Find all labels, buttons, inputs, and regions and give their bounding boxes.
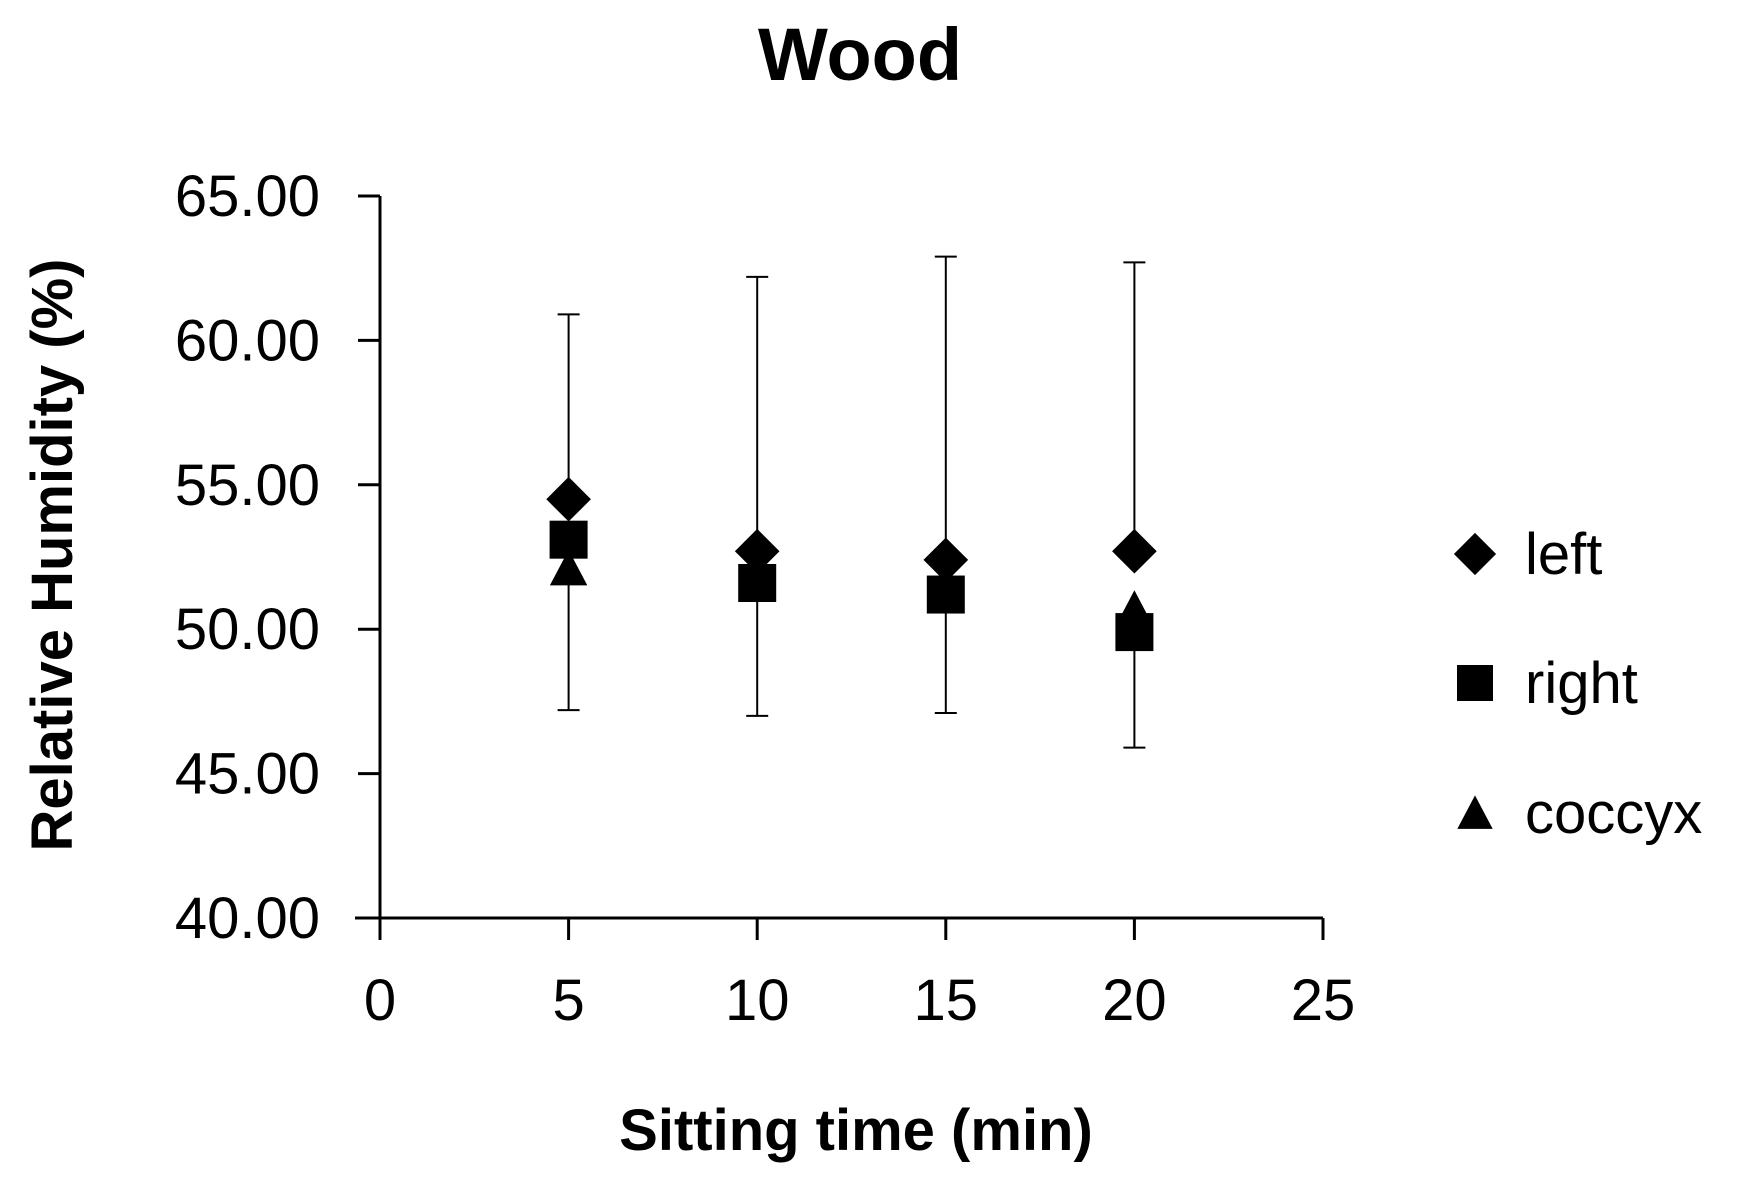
y-tick-label: 40.00 xyxy=(175,886,320,951)
x-tick-label: 0 xyxy=(364,968,396,1033)
left-point xyxy=(546,476,591,522)
legend-coccyx-marker xyxy=(1457,795,1493,829)
left-point xyxy=(734,528,780,574)
chart-title: Wood xyxy=(758,13,962,96)
y-tick-label: 55.00 xyxy=(175,453,320,518)
legend-coccyx-label: coccyx xyxy=(1525,781,1702,846)
y-tick-label: 45.00 xyxy=(175,742,320,807)
coccyx-point xyxy=(549,549,588,586)
y-ticks: 40.00 45.00 50.00 55.00 60.00 65.00 xyxy=(175,164,380,951)
x-tick-label: 20 xyxy=(1102,968,1167,1033)
y-tick-label: 50.00 xyxy=(175,597,320,662)
right-point xyxy=(549,520,588,559)
error-bars xyxy=(557,255,1146,749)
left-point xyxy=(923,537,969,583)
y-tick-label: 65.00 xyxy=(175,164,320,229)
x-tick-label: 5 xyxy=(552,968,584,1033)
data-markers xyxy=(546,476,1157,652)
legend-left-label: left xyxy=(1525,522,1602,587)
y-axis-title: Relative Humidity (%) xyxy=(20,259,85,852)
x-ticks: 0 5 10 15 20 25 xyxy=(364,918,1355,1033)
x-tick-label: 15 xyxy=(914,968,979,1033)
x-tick-label: 10 xyxy=(725,968,790,1033)
legend-left-marker xyxy=(1453,532,1497,576)
legend: left right coccyx xyxy=(1453,522,1702,846)
left-point xyxy=(1112,528,1157,574)
x-tick-label: 25 xyxy=(1291,968,1356,1033)
y-tick-label: 60.00 xyxy=(175,308,320,373)
right-point xyxy=(1115,613,1154,652)
legend-right-marker xyxy=(1457,665,1493,701)
legend-right-label: right xyxy=(1525,651,1638,716)
x-axis-title: Sitting time (min) xyxy=(619,1098,1093,1163)
